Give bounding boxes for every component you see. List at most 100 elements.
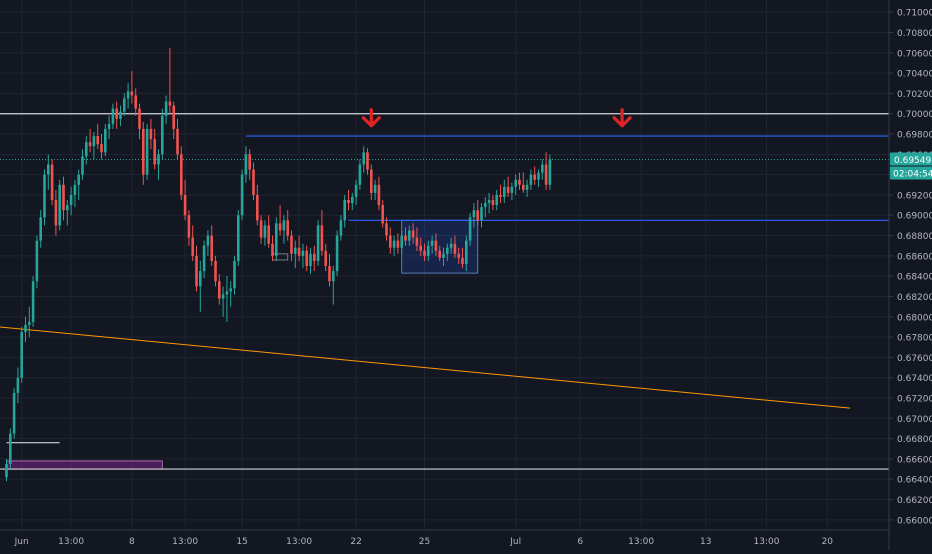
candle[interactable]: [442, 247, 445, 267]
candle[interactable]: [309, 247, 312, 275]
candle[interactable]: [123, 93, 126, 116]
candle[interactable]: [202, 240, 206, 279]
candle[interactable]: [434, 233, 438, 256]
candle[interactable]: [335, 230, 339, 277]
candle[interactable]: [457, 247, 460, 264]
candle[interactable]: [480, 203, 483, 228]
candle[interactable]: [396, 233, 400, 254]
candle[interactable]: [9, 428, 12, 470]
candle[interactable]: [126, 83, 130, 109]
candle[interactable]: [316, 220, 320, 267]
candle[interactable]: [544, 152, 548, 190]
candle[interactable]: [111, 103, 115, 129]
down-arrow-icon[interactable]: [612, 108, 632, 128]
candle[interactable]: [47, 154, 50, 190]
candle[interactable]: [180, 146, 183, 201]
candle[interactable]: [286, 210, 289, 241]
candle[interactable]: [446, 243, 449, 261]
candle[interactable]: [377, 176, 381, 211]
candle[interactable]: [66, 200, 69, 226]
candle[interactable]: [107, 115, 111, 140]
candle[interactable]: [259, 215, 263, 244]
candle[interactable]: [290, 230, 293, 261]
candle[interactable]: [96, 123, 99, 150]
candle[interactable]: [449, 237, 453, 254]
candle[interactable]: [373, 179, 377, 201]
candle[interactable]: [153, 128, 156, 170]
candle[interactable]: [248, 149, 251, 180]
candle[interactable]: [389, 227, 392, 254]
candle[interactable]: [328, 253, 331, 287]
candle[interactable]: [252, 162, 255, 201]
candle[interactable]: [149, 118, 153, 150]
candle[interactable]: [145, 123, 149, 180]
candle[interactable]: [142, 121, 145, 185]
candle[interactable]: [172, 101, 175, 140]
candle[interactable]: [5, 458, 8, 482]
candle[interactable]: [191, 225, 194, 261]
candle[interactable]: [495, 189, 498, 211]
candle[interactable]: [313, 245, 316, 272]
candle[interactable]: [381, 200, 384, 228]
candle[interactable]: [12, 387, 16, 439]
candle[interactable]: [263, 220, 267, 246]
candle[interactable]: [39, 210, 42, 248]
candle[interactable]: [347, 189, 350, 211]
candle[interactable]: [438, 245, 441, 261]
candle[interactable]: [533, 166, 536, 185]
candle[interactable]: [134, 88, 137, 116]
candle[interactable]: [164, 95, 168, 124]
candle[interactable]: [514, 174, 517, 195]
candle[interactable]: [58, 179, 61, 231]
candle[interactable]: [415, 227, 419, 251]
candle[interactable]: [301, 243, 305, 269]
candle[interactable]: [297, 235, 301, 261]
candle[interactable]: [404, 227, 407, 246]
down-arrow-icon[interactable]: [361, 108, 381, 128]
candle[interactable]: [199, 260, 202, 312]
candle[interactable]: [138, 103, 141, 140]
candle[interactable]: [221, 286, 225, 317]
candle[interactable]: [476, 200, 479, 226]
candle[interactable]: [157, 149, 160, 180]
candle[interactable]: [31, 276, 35, 327]
candle[interactable]: [487, 192, 491, 214]
candle[interactable]: [430, 235, 434, 254]
candle[interactable]: [484, 196, 487, 218]
candle[interactable]: [366, 148, 369, 175]
candle[interactable]: [541, 159, 544, 180]
candle[interactable]: [244, 146, 248, 183]
candle[interactable]: [240, 169, 244, 221]
candle[interactable]: [548, 154, 552, 190]
candle[interactable]: [408, 225, 411, 246]
purple-zone[interactable]: [6, 460, 163, 470]
candle[interactable]: [35, 235, 39, 289]
candle[interactable]: [176, 118, 179, 160]
candle[interactable]: [210, 225, 213, 267]
candle[interactable]: [472, 203, 476, 228]
candle[interactable]: [499, 184, 502, 204]
candle[interactable]: [522, 172, 525, 193]
candle[interactable]: [187, 210, 191, 246]
candle[interactable]: [510, 182, 514, 201]
candle[interactable]: [92, 131, 96, 160]
candle[interactable]: [278, 205, 282, 236]
candle[interactable]: [237, 210, 240, 267]
candle[interactable]: [465, 235, 468, 272]
candle[interactable]: [518, 172, 521, 190]
candle[interactable]: [491, 194, 495, 211]
candle[interactable]: [233, 255, 236, 295]
candle[interactable]: [195, 245, 198, 292]
candle[interactable]: [214, 255, 217, 287]
candle[interactable]: [77, 169, 80, 201]
candle[interactable]: [537, 169, 540, 187]
candle[interactable]: [503, 179, 506, 204]
candle[interactable]: [392, 235, 396, 256]
candle[interactable]: [320, 210, 324, 256]
candle[interactable]: [168, 47, 172, 114]
candle[interactable]: [256, 184, 259, 226]
candle[interactable]: [62, 176, 65, 221]
small-box-left[interactable]: [272, 253, 289, 261]
